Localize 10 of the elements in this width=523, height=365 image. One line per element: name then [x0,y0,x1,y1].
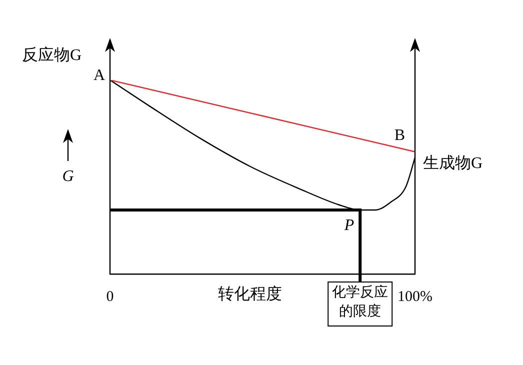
ref-line-label: 化学反应的限度 [332,284,388,320]
annotation: B [394,126,405,144]
x-tick-label: 0 [106,288,114,305]
y-axis-title: 反应物G [22,46,82,64]
text: G [62,168,74,185]
annotation: A [93,67,106,84]
y2-axis-title: 生成物G [423,154,483,172]
annotation: P [343,216,354,234]
x-axis-title: 转化程度 [218,285,282,303]
x-tick-label: 100% [398,288,432,305]
